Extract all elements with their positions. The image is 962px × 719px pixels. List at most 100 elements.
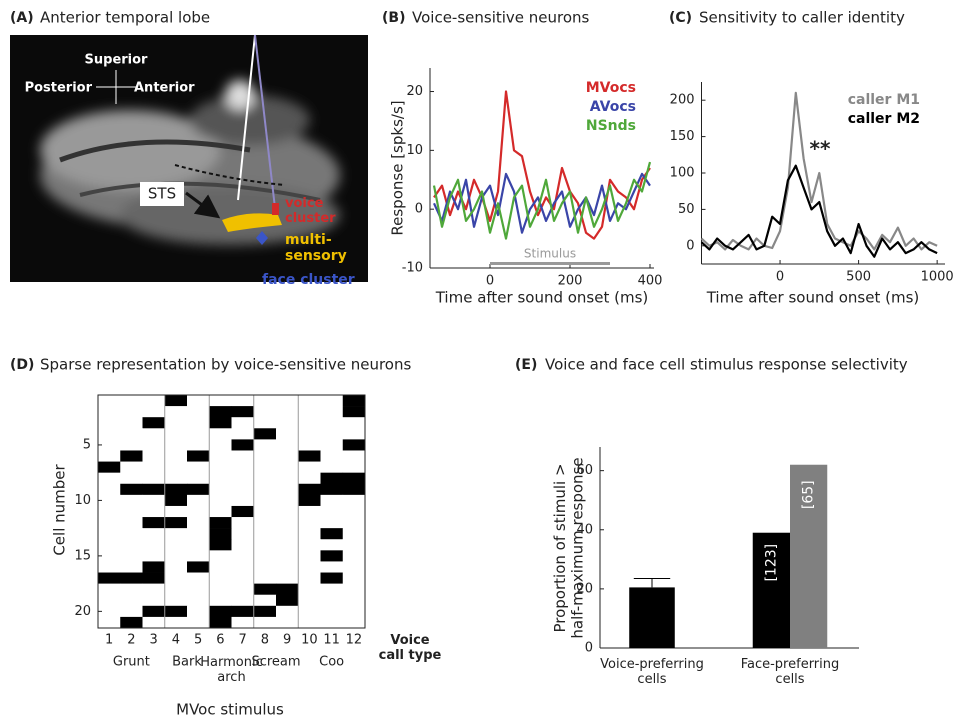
- cell: [231, 583, 255, 596]
- x-tick-label: 5: [194, 633, 202, 648]
- cell: [98, 483, 121, 496]
- cell: [231, 428, 255, 440]
- cell: [164, 450, 188, 462]
- y-tick-label: 20: [576, 581, 593, 596]
- cell: [187, 439, 210, 451]
- cell: [253, 417, 277, 429]
- cell: [209, 472, 232, 485]
- cell: [187, 583, 210, 596]
- panel-title: Sensitivity to caller identity: [699, 9, 905, 27]
- plot-frame: [97, 394, 366, 629]
- cell: [276, 505, 299, 518]
- cell: [298, 561, 321, 573]
- cell: [164, 417, 188, 429]
- cell: [187, 561, 210, 573]
- cell: [98, 605, 121, 618]
- cell: [120, 550, 143, 562]
- cell: [187, 605, 210, 618]
- x-tick-label: 500: [846, 270, 871, 285]
- cell: [187, 406, 210, 418]
- cell: [142, 505, 166, 518]
- cell: [320, 494, 344, 507]
- cell: [98, 594, 121, 607]
- cell: [187, 494, 210, 507]
- cell: [253, 594, 277, 607]
- cell: [342, 616, 366, 629]
- cell: [164, 539, 188, 551]
- cell: [320, 605, 344, 618]
- sts-box: [140, 182, 184, 206]
- arrow: [185, 191, 221, 219]
- cell: [187, 594, 210, 607]
- probe: [237, 34, 256, 201]
- cell: [342, 461, 366, 473]
- cell: [120, 528, 143, 540]
- cell: [253, 450, 277, 462]
- cell: [120, 505, 143, 518]
- cell: [98, 450, 121, 462]
- cell: [142, 494, 166, 507]
- cell: [98, 572, 121, 584]
- cell: [342, 494, 366, 507]
- cell: [342, 539, 366, 551]
- cell: [231, 605, 255, 618]
- cell: [342, 483, 366, 496]
- cell: [164, 594, 188, 607]
- x-tick-label: Voice-preferring cells: [600, 657, 704, 687]
- cell: [120, 395, 143, 407]
- cell: [164, 550, 188, 562]
- cell: [120, 494, 143, 507]
- cell: [253, 539, 277, 551]
- cell: [298, 539, 321, 551]
- cell: [209, 494, 232, 507]
- cell: [164, 561, 188, 573]
- cell: [231, 450, 255, 462]
- y-tick-label: 20: [74, 604, 91, 619]
- cell: [231, 417, 255, 429]
- cell: [253, 517, 277, 529]
- cell: [298, 483, 321, 496]
- cell: [231, 561, 255, 573]
- cell: [120, 439, 143, 451]
- x-tick-label: 8: [261, 633, 269, 648]
- sulcus: [59, 139, 251, 163]
- cell: [164, 406, 188, 418]
- cell: [98, 428, 121, 440]
- cell: [253, 472, 277, 485]
- cell: [342, 605, 366, 618]
- cell: [164, 605, 188, 618]
- cell: [98, 505, 121, 518]
- cell: [276, 472, 299, 485]
- cell: [120, 406, 143, 418]
- cell: [142, 561, 166, 573]
- x-tick-label: 3: [149, 633, 157, 648]
- cell: [164, 494, 188, 507]
- cell: [231, 616, 255, 629]
- legend-label: NSnds: [586, 118, 636, 134]
- cell: [142, 550, 166, 562]
- bar: [752, 532, 790, 648]
- cell: [187, 483, 210, 496]
- cell: [164, 395, 188, 407]
- cell: [342, 528, 366, 540]
- y-tick-label: 10: [406, 143, 423, 158]
- cell: [98, 472, 121, 485]
- cell: [209, 439, 232, 451]
- direction-label: Superior: [85, 53, 149, 68]
- face-region: [256, 231, 268, 245]
- cell: [164, 439, 188, 451]
- cell: [209, 616, 232, 629]
- cell: [120, 417, 143, 429]
- y-axis-label: Cell number: [51, 463, 69, 555]
- x-tick-label: 10: [301, 633, 318, 648]
- cell: [298, 406, 321, 418]
- panel-label: (E): [515, 357, 537, 373]
- cell: [209, 505, 232, 518]
- cell: [342, 517, 366, 529]
- cell: [253, 583, 277, 596]
- cell: [120, 583, 143, 596]
- cell: [187, 616, 210, 629]
- cell: [120, 517, 143, 529]
- cell: [320, 572, 344, 584]
- cell: [276, 561, 299, 573]
